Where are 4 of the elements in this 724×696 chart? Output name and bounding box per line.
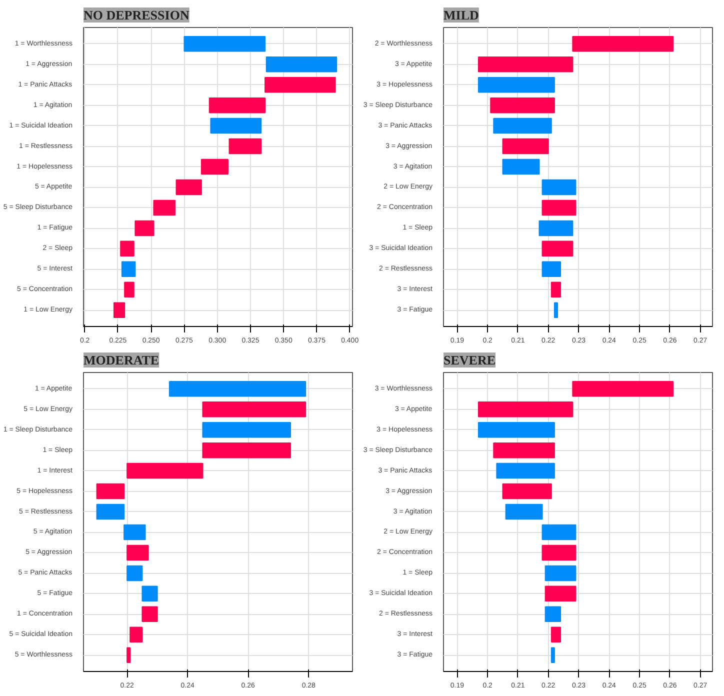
- chart-title: NO DEPRESSION: [84, 8, 190, 22]
- chart-title: SEVERE: [444, 352, 496, 368]
- chart-title: MILD: [444, 8, 479, 22]
- chart-title: MODERATE: [84, 352, 160, 368]
